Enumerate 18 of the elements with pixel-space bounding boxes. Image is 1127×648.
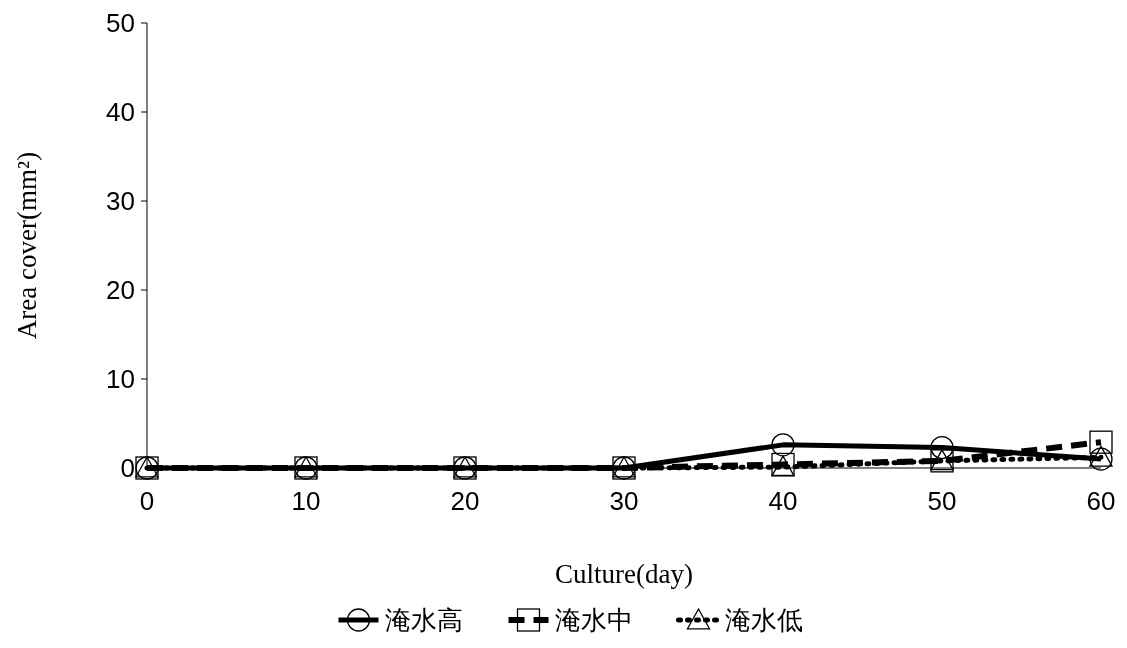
- y-tick-label: 30: [106, 186, 135, 216]
- y-tick-label: 50: [106, 8, 135, 38]
- legend-label: 淹水低: [724, 605, 803, 635]
- legend-label: 淹水中: [554, 605, 633, 635]
- x-tick-label: 10: [291, 486, 321, 516]
- y-tick-label: 0: [120, 453, 135, 483]
- x-axis-title: Culture(day): [555, 559, 693, 589]
- x-tick-label: 50: [927, 486, 957, 516]
- x-tick-label: 60: [1086, 486, 1116, 516]
- x-tick-label: 0: [139, 486, 155, 516]
- y-axis-title: Area cover(mm²): [12, 151, 42, 340]
- x-tick-label: 20: [450, 486, 480, 516]
- y-tick-label: 40: [106, 97, 135, 127]
- y-tick-label: 10: [106, 364, 135, 394]
- x-tick-label: 30: [609, 486, 639, 516]
- y-tick-label: 20: [106, 275, 135, 305]
- legend-label: 淹水高: [384, 605, 463, 635]
- x-tick-label: 40: [768, 486, 798, 516]
